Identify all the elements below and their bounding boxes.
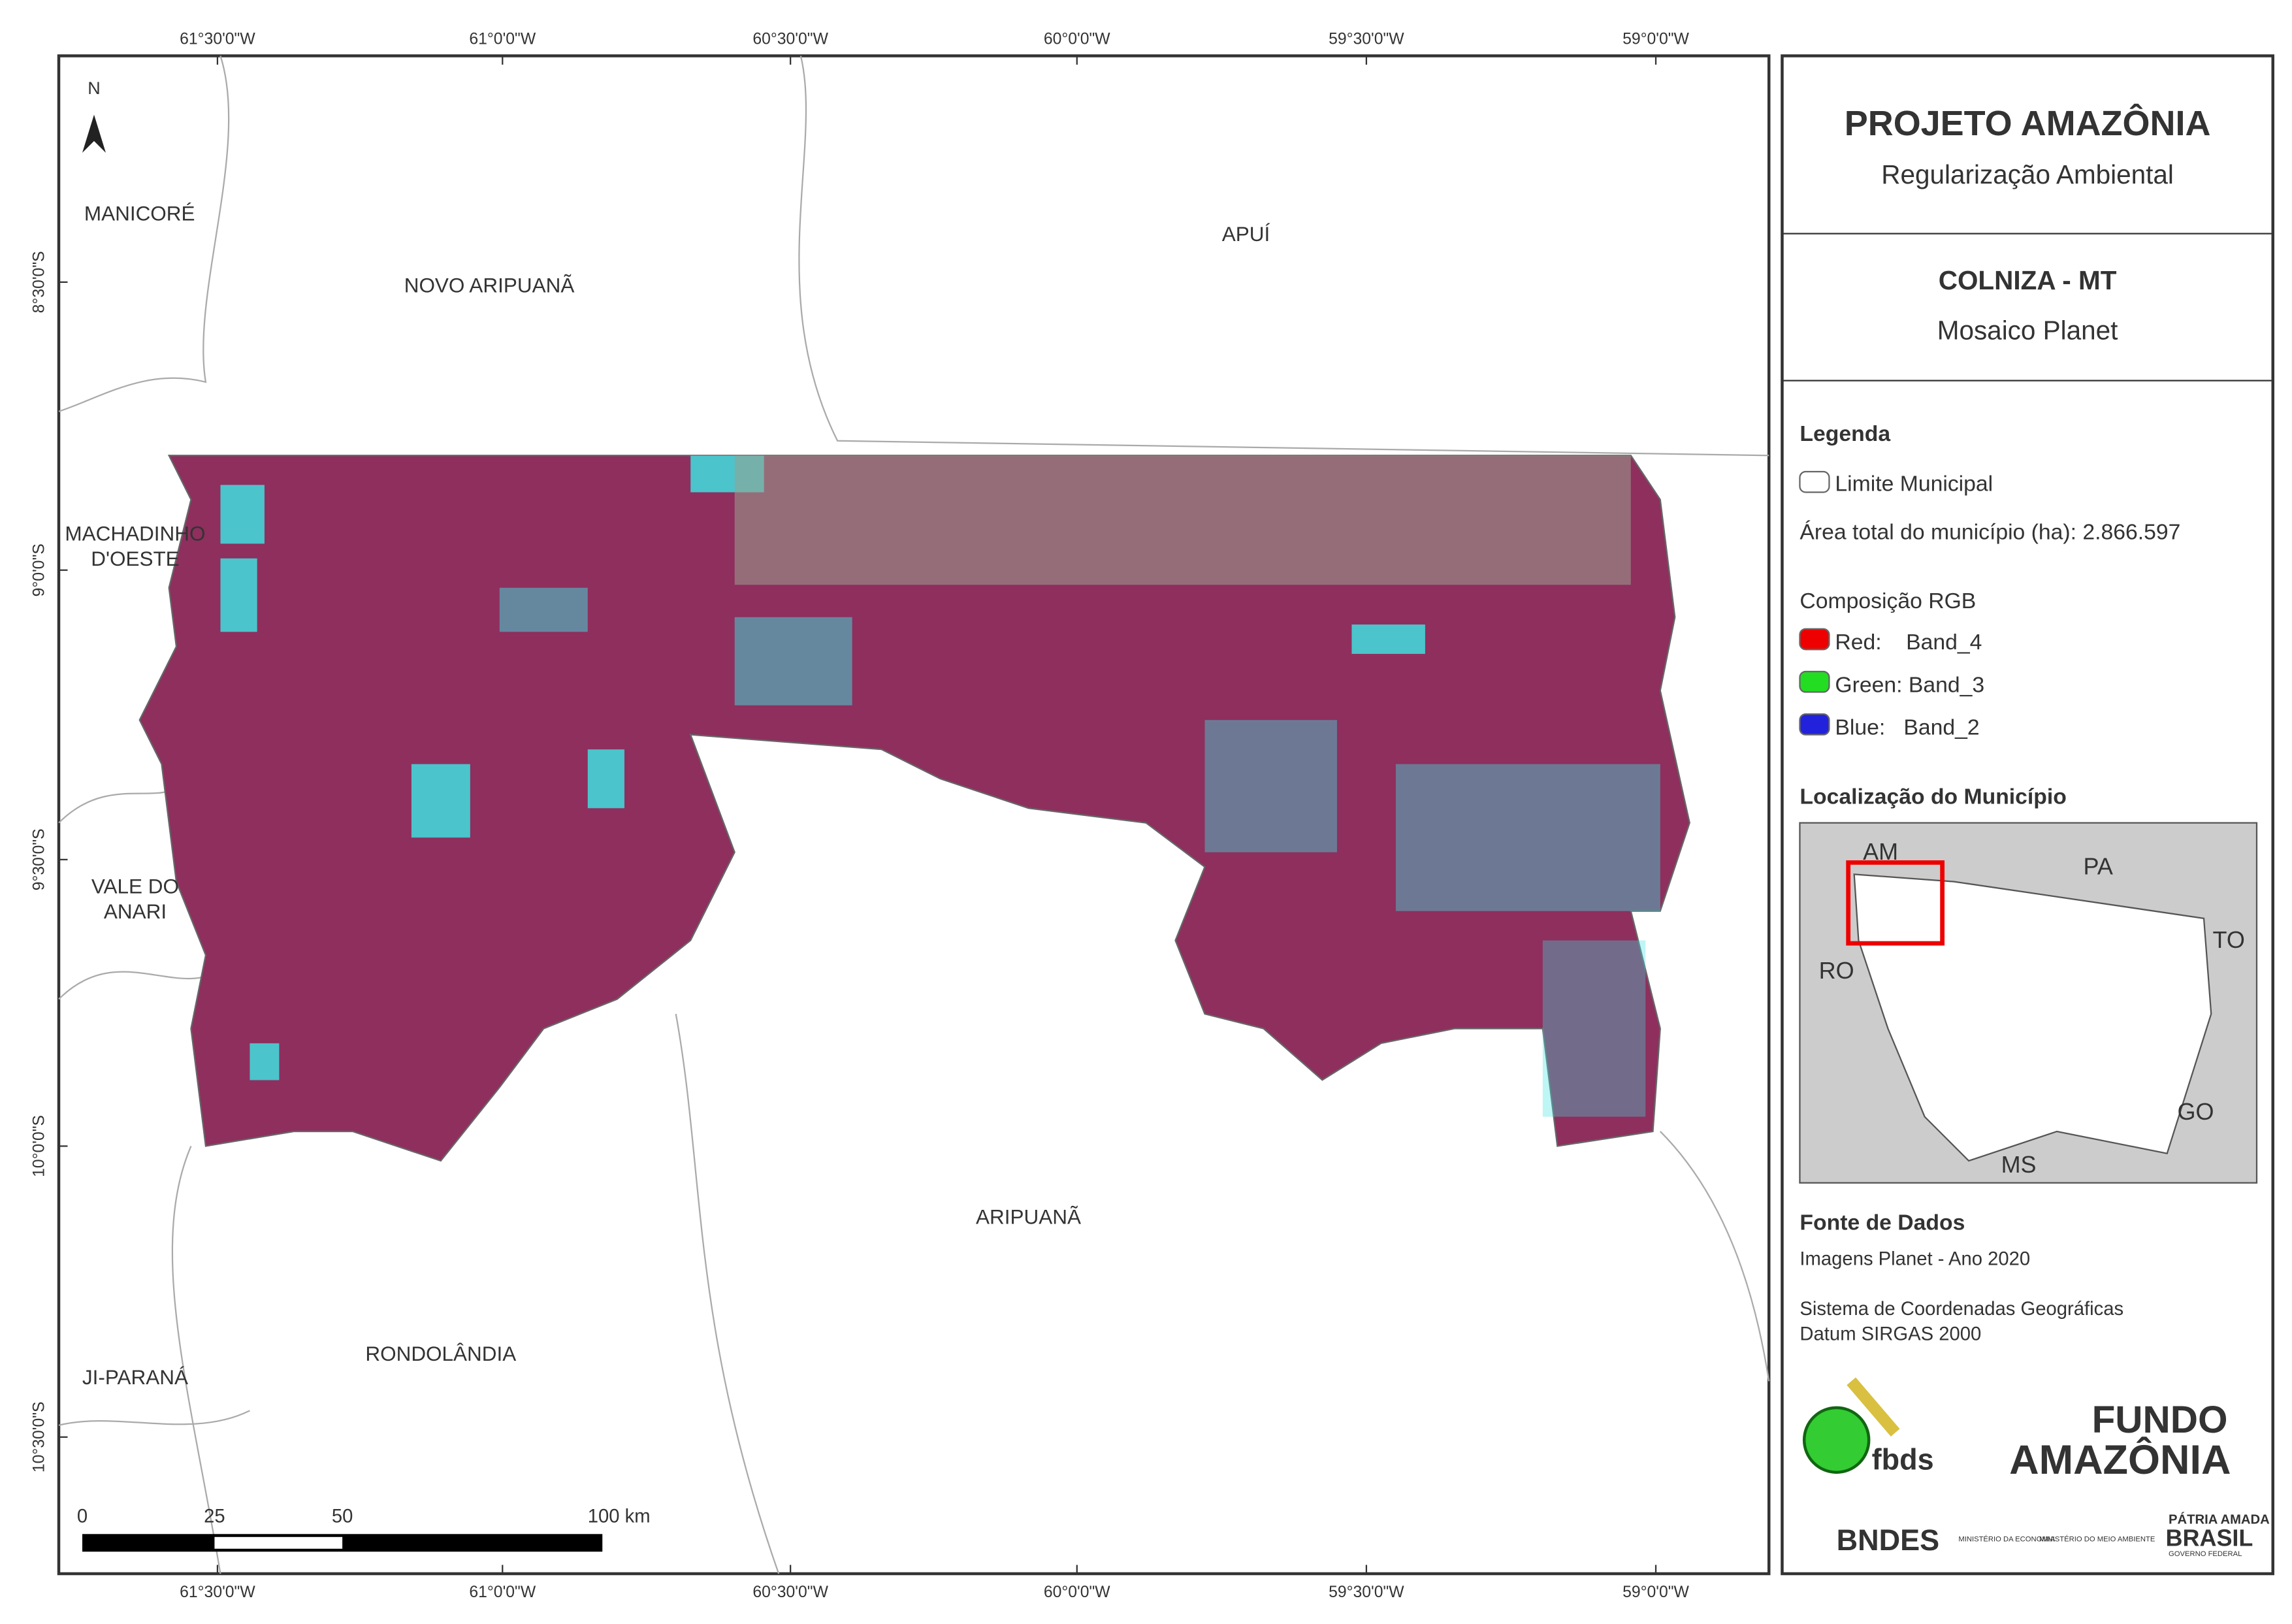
state-label: AM (1863, 838, 1898, 865)
legend-swatch (1799, 628, 1830, 651)
place: ARIPUANÃ (976, 1205, 1081, 1229)
title: PROJETO AMAZÔNIA (1845, 103, 2211, 143)
longitude-label: 61°30'0"W (180, 1583, 255, 1601)
logo-text: fbds (1872, 1442, 1934, 1476)
logo-text: PÁTRIA AMADA (2169, 1512, 2270, 1527)
cleared-areas (220, 455, 1660, 1117)
subtitle: Regularização Ambiental (1881, 159, 2174, 189)
place: NOVO ARIPUANÃ (404, 274, 575, 297)
place: MANICORÉ (84, 201, 195, 225)
inset-highlight (1846, 860, 1945, 946)
longitude-label: 60°0'0"W (1044, 30, 1110, 48)
legend-item: Green: Band_3 (1835, 672, 1984, 697)
scale-label: 25 (204, 1506, 225, 1527)
latitude-label: 10°30'0"S (31, 1401, 48, 1472)
longitude-label: 61°0'0"W (469, 1583, 536, 1601)
legend-swatch (1799, 470, 1830, 493)
logo-text: GOVERNO FEDERAL (2169, 1550, 2242, 1558)
state-label: MS (2001, 1151, 2037, 1178)
legend-swatch (1799, 713, 1830, 736)
sources-title: Fonte de Dados (1800, 1210, 1965, 1235)
logo-text: MINISTÉRIO DA ECONOMIA (1958, 1535, 2055, 1544)
source: Datum SIRGAS 2000 (1800, 1324, 1981, 1344)
fbds-logo (1802, 1406, 1871, 1474)
place: RONDOLÂNDIA (365, 1342, 516, 1365)
location-title: Localização do Município (1800, 784, 2066, 809)
logos: fbds FUNDO AMAZÔNIA BNDES MINISTÉRIO DA … (1802, 1377, 2270, 1558)
longitude-label: 60°0'0"W (1044, 1583, 1110, 1601)
panel-frame (1781, 54, 2274, 1576)
logo-text: MINISTÉRIO DO MEIO AMBIENTE (2039, 1535, 2155, 1544)
longitude-label: 59°30'0"W (1329, 1583, 1404, 1601)
legend-rgb-title: Composição RGB (1800, 589, 1976, 613)
longitude-label: 60°30'0"W (752, 30, 828, 48)
mato-grosso (1853, 873, 2212, 1162)
latitude-label: 8°30'0"S (31, 251, 48, 313)
latitude-label: 9°30'0"S (31, 828, 48, 890)
side-panel: PROJETO AMAZÔNIA Regularização Ambiental… (1781, 54, 2274, 1576)
legend-title: Legenda (1800, 421, 1890, 446)
north-arrow: N (82, 78, 106, 153)
legend-item: Red: Band_4 (1835, 630, 1982, 655)
municipality: COLNIZA - MT (1939, 265, 2117, 295)
longitude-label: 59°0'0"W (1622, 1583, 1689, 1601)
mosaic-tile (734, 455, 1631, 585)
longitude-label: 60°30'0"W (752, 1583, 828, 1601)
logo-text: FUNDO (2092, 1399, 2228, 1441)
place: MACHADINHO D'OESTE (65, 522, 205, 570)
state-label: RO (1819, 957, 1854, 984)
legend-swatch (1799, 670, 1830, 693)
north-label: N (88, 78, 101, 98)
state-label: TO (2213, 926, 2245, 953)
scale-label: 100 km (588, 1506, 651, 1527)
place: JI-PARANÁ (82, 1365, 188, 1389)
source: Sistema de Coordenadas Geográficas (1800, 1299, 2123, 1320)
product: Mosaico Planet (1937, 316, 2118, 346)
latitude-label: 9°0'0"S (31, 544, 48, 596)
state-label: GO (2178, 1098, 2214, 1125)
longitude-label: 61°0'0"W (469, 30, 536, 48)
fbds-mark (1847, 1377, 1900, 1437)
legend-item: Limite Municipal (1835, 471, 1993, 496)
place: VALE DO ANARI (91, 875, 179, 923)
scale-label: 50 (332, 1506, 353, 1527)
logo-text: AMAZÔNIA (2009, 1437, 2231, 1483)
scale-bar: 0 25 50 100 km (77, 1506, 651, 1552)
place-names: MANICORÉ NOVO ARIPUANÃ APUÍ MACHADINHO D'… (65, 201, 1270, 1388)
longitude-label: 59°0'0"W (1622, 30, 1689, 48)
legend-item: Blue: Band_2 (1835, 715, 1979, 740)
legend-area: Área total do município (ha): 2.866.597 (1800, 520, 2180, 545)
latitude-label: 10°0'0"S (31, 1115, 48, 1177)
logo-text: BNDES (1837, 1523, 1939, 1557)
scale-label: 0 (77, 1506, 88, 1527)
inset-map: AM PA TO RO GO MS (1799, 822, 2258, 1184)
coordinate-labels: 61°30'0"W 61°30'0"W 61°0'0"W 61°0'0"W 60°30'… (31, 30, 1690, 1601)
place: APUÍ (1222, 222, 1270, 246)
source: Imagens Planet - Ano 2020 (1800, 1249, 2030, 1270)
scale-segment (214, 1536, 343, 1549)
longitude-label: 59°30'0"W (1329, 30, 1404, 48)
state-label: PA (2084, 853, 2113, 879)
logo-text: BRASIL (2166, 1524, 2253, 1551)
longitude-label: 61°30'0"W (180, 30, 255, 48)
